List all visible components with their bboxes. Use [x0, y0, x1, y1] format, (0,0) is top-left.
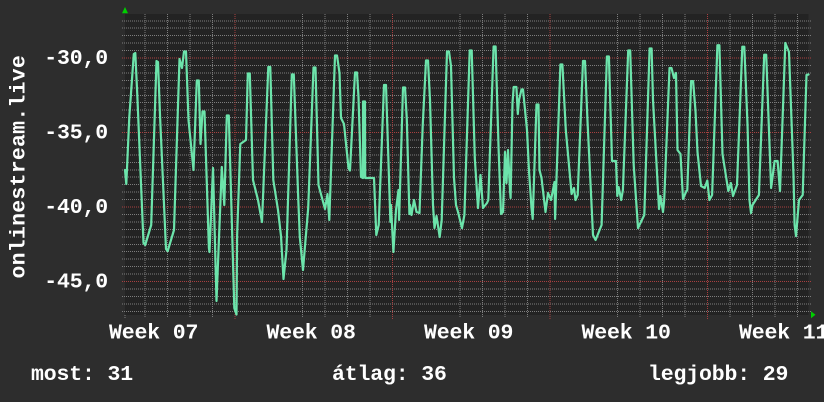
svg-text:átlag: 36: átlag: 36	[332, 363, 447, 387]
svg-text:Week 11: Week 11	[739, 322, 824, 346]
svg-text:-45,0: -45,0	[44, 271, 108, 295]
svg-text:-35,0: -35,0	[44, 122, 108, 146]
svg-text:Week 07: Week 07	[109, 322, 198, 346]
svg-text:most: 31: most: 31	[31, 363, 133, 387]
svg-text:Week 09: Week 09	[424, 322, 513, 346]
svg-text:-40,0: -40,0	[44, 196, 108, 220]
svg-text:onlinestream.live: onlinestream.live	[8, 55, 32, 279]
svg-text:Week 08: Week 08	[267, 322, 356, 346]
svg-text:-30,0: -30,0	[44, 47, 108, 71]
svg-text:legjobb: 29: legjobb: 29	[648, 363, 788, 387]
svg-text:Week 10: Week 10	[582, 322, 671, 346]
